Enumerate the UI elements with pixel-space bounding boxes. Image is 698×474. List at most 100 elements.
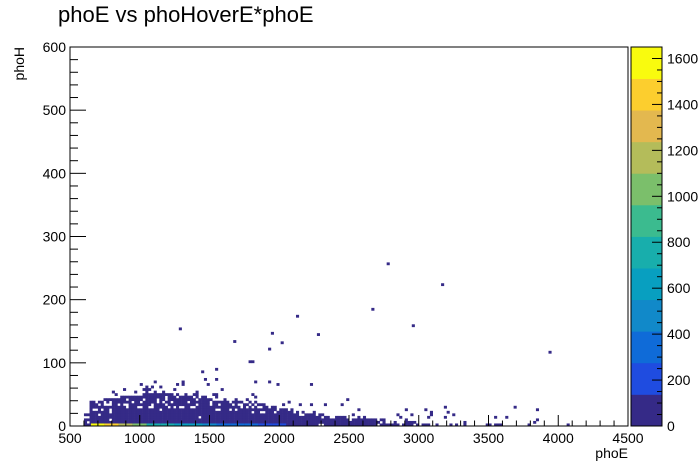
y-tick-label: 0 xyxy=(58,418,66,434)
heatmap-cell xyxy=(287,418,291,422)
heatmap-cell xyxy=(159,403,163,407)
heatmap-cell xyxy=(335,418,339,422)
heatmap-cell xyxy=(220,388,224,391)
heatmap-cell xyxy=(128,410,132,414)
colorbar-tick-label: 800 xyxy=(667,234,691,250)
heatmap-cell xyxy=(89,420,93,424)
heatmap-cell xyxy=(245,413,249,417)
heatmap-cell xyxy=(203,413,208,417)
heatmap-cell xyxy=(212,420,216,424)
heatmap-cell xyxy=(304,423,308,427)
heatmap-cell xyxy=(164,410,168,414)
x-tick-label: 1000 xyxy=(124,430,155,446)
heatmap-cell xyxy=(309,403,314,407)
heatmap-cell xyxy=(226,413,230,417)
heatmap-cell xyxy=(248,405,252,409)
heatmap-cell xyxy=(340,420,344,424)
heatmap-cell xyxy=(114,420,118,424)
heatmap-cell xyxy=(215,405,219,409)
heatmap-cell xyxy=(217,410,221,414)
heatmap-cell xyxy=(189,395,194,399)
heatmap-cell xyxy=(251,420,255,424)
heatmap-cell xyxy=(164,418,168,422)
heatmap-cell xyxy=(159,410,163,414)
heatmap-cell xyxy=(134,398,138,402)
heatmap-cell xyxy=(192,415,196,419)
heatmap-cell xyxy=(159,395,163,399)
heatmap-cell xyxy=(195,400,199,404)
heatmap-cell xyxy=(309,415,314,419)
heatmap-cell xyxy=(145,410,149,414)
heatmap-cell xyxy=(340,423,344,427)
heatmap-cell xyxy=(220,405,224,409)
heatmap-cell xyxy=(407,423,411,427)
heatmap-cell xyxy=(153,408,157,412)
heatmap-cell xyxy=(114,418,118,422)
heatmap-cell xyxy=(209,418,213,422)
heatmap-cell xyxy=(362,418,367,422)
heatmap-cell xyxy=(215,377,219,381)
heatmap-cell xyxy=(494,415,498,419)
heatmap-cell xyxy=(276,415,280,419)
heatmap-cell xyxy=(282,413,286,417)
heatmap-cell xyxy=(153,380,157,384)
heatmap-cell xyxy=(198,418,202,422)
heatmap-cell xyxy=(229,418,233,422)
heatmap-cell xyxy=(374,418,378,422)
heatmap-cell xyxy=(145,405,149,409)
heatmap-cell xyxy=(340,418,344,422)
heatmap-cell xyxy=(92,410,96,414)
heatmap-cell xyxy=(435,423,439,427)
heatmap-outlier xyxy=(386,262,390,266)
heatmap-cell xyxy=(184,413,188,417)
heatmap-cell xyxy=(273,418,277,422)
heatmap-cell xyxy=(111,398,115,402)
heatmap-cell xyxy=(170,415,174,419)
heatmap-cell xyxy=(100,400,104,404)
heatmap-cell xyxy=(97,415,101,419)
colorbar-band xyxy=(631,110,662,143)
heatmap-cell xyxy=(131,415,135,419)
heatmap-cell xyxy=(181,398,185,402)
heatmap-cell xyxy=(142,395,146,399)
heatmap-cell xyxy=(189,408,194,412)
heatmap-cell xyxy=(184,395,188,399)
heatmap-outlier xyxy=(371,307,375,311)
heatmap-cell xyxy=(527,423,531,427)
heatmap-cell xyxy=(123,400,127,404)
heatmap-cell xyxy=(279,413,283,417)
heatmap-cell xyxy=(226,418,230,422)
heatmap-cell xyxy=(153,413,157,417)
heatmap-cell xyxy=(164,405,168,409)
heatmap-cell xyxy=(170,403,174,407)
heatmap-cell xyxy=(173,413,177,417)
heatmap-cell xyxy=(111,400,115,404)
heatmap-cell xyxy=(148,418,152,422)
heatmap-cell xyxy=(396,413,400,417)
heatmap-cell xyxy=(184,403,188,407)
heatmap-cell xyxy=(106,413,110,417)
heatmap-cell xyxy=(145,403,149,407)
heatmap-cell xyxy=(170,408,174,412)
heatmap-cell xyxy=(312,413,316,417)
colorbar-band xyxy=(631,331,662,364)
heatmap-cell xyxy=(189,398,194,402)
heatmap-cell xyxy=(128,413,132,417)
heatmap-cell xyxy=(256,420,261,424)
heatmap-cell xyxy=(145,398,149,402)
heatmap-cell xyxy=(251,403,255,407)
heatmap-cell xyxy=(114,410,118,414)
heatmap-cell xyxy=(234,413,238,417)
heatmap-cell xyxy=(254,420,258,424)
heatmap-cell xyxy=(142,420,146,424)
heatmap-cell xyxy=(162,415,166,419)
heatmap-cell xyxy=(284,423,288,427)
heatmap-cell xyxy=(237,400,241,404)
heatmap-cell xyxy=(131,410,135,414)
heatmap-cell xyxy=(368,418,372,422)
heatmap-cell xyxy=(284,420,288,424)
heatmap-cell xyxy=(212,410,216,414)
heatmap-cell xyxy=(332,420,336,424)
heatmap-cell xyxy=(189,410,194,414)
heatmap-cell xyxy=(268,418,272,422)
